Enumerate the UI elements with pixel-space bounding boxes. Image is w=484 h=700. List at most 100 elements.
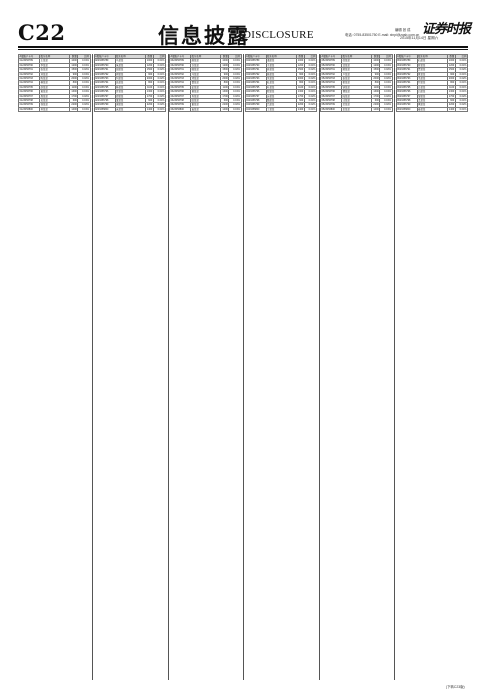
table-cell: 0123456799 [18,102,41,108]
table-cell: 0.02% [303,102,317,108]
table-cell: 比例 [454,54,468,60]
table-cell: 0523456790 [320,62,343,69]
table-cell: 2000 [370,75,381,82]
table-cell: 0123456795 [18,84,41,91]
table-cell: 1300 [446,89,456,95]
table-cell: 0.02% [77,93,91,100]
table-row: 0623456790 廖某某 1200 0.01% [395,62,468,69]
table-cell: 2000 [144,75,154,82]
table-cell: 数量 [295,54,305,60]
table-cell: 0.01% [454,89,468,95]
table-cell: 1200 [219,62,230,69]
table-cell: 0.02% [228,75,242,82]
listing-table: A股账户卡号 股东名称 数量 比例 0423456789 潘某某 1000 0.01% 0423… [244,54,317,113]
table-cell: 900 [295,71,305,78]
table-cell: 数量 [219,54,230,60]
table-cell: 1400 [68,106,79,113]
table-cell: 0.01% [454,80,468,86]
table-cell: 1500 [68,67,79,73]
table-row: 0323456796 曾某某 1300 0.01% [169,89,242,95]
table-cell: 0623456790 [395,62,418,69]
table-cell: 数量 [446,54,456,60]
table-cell: 1500 [219,67,230,73]
table-cell: 1700 [144,93,154,100]
table-row: 0123456800 孙某某 1400 0.01% [18,106,91,113]
table-cell: 600 [446,98,456,104]
table-cell: 0123456794 [18,80,41,86]
table-cell: 0523456799 [320,102,343,108]
table-cell: 1500 [370,67,381,73]
table-cell: 0323456799 [169,102,192,108]
table-cell: 0.01% [303,106,317,113]
table-cell: 0.01% [152,106,166,113]
table-row: 0223456798 梁某某 600 0.01% [93,98,166,104]
table-cell: 0423456789 [244,58,267,64]
table-cell: 1200 [446,62,456,69]
table-cell: 0323456796 [169,89,192,95]
table-cell: 0.01% [454,98,468,104]
table-cell: 0623456796 [395,89,418,95]
table-row: 0523456790 沈某某 1200 0.01% [320,62,393,69]
table-cell: 800 [370,80,381,86]
table-cell: 0123456792 [18,71,41,78]
table-cell: 0.01% [77,80,91,86]
table-cell: 0423456793 [244,75,267,82]
table-cell: 0123456791 [18,67,41,73]
table-cell: 0.01% [77,98,91,104]
table-cell: 0223456792 [93,71,116,78]
table-cell: 0.02% [303,75,317,82]
table-cell: 0123456789 [18,58,41,64]
table-cell: 800 [446,80,456,86]
table-row: 0623456789 石某某 1000 0.01% [395,58,468,64]
table-cell: 0.02% [379,67,393,73]
table-cell: 0.01% [152,58,166,64]
table-cell: 0.02% [454,67,468,73]
table-cell: 0.01% [454,106,468,113]
table-cell: 0.02% [77,67,91,73]
table-cell: 1000 [219,58,230,64]
table-row: 0423456797 苏某某 1700 0.02% [244,93,317,100]
table-row: 0423456799 吕某某 2200 0.02% [244,102,317,108]
masthead: C22 信息披露 DISCLOSURE 编辑 张 成 电话: 0755-8350… [0,0,484,50]
table-cell: 0.01% [303,84,317,91]
table-cell: 0123456800 [18,106,41,113]
table-cell: 2000 [219,75,230,82]
table-cell: 1100 [295,84,305,91]
table-cell: 0323456789 [169,58,192,64]
table-cell: 0223456797 [93,93,116,100]
table-cell: 1300 [219,89,230,95]
column-rule [394,54,395,680]
table-cell: 比例 [228,54,242,60]
table-cell: 0.01% [228,71,242,78]
page-number: C22 [18,20,66,45]
table-cell: 1100 [144,84,154,91]
table-cell: 600 [68,98,79,104]
table-row: 0223456791 胡某某 1500 0.02% [93,67,166,73]
table-cell: 1300 [370,89,381,95]
table-cell: 0.01% [228,58,242,64]
table-cell: 0223456798 [93,98,116,104]
table-cell: 1100 [370,84,381,91]
table-cell: 0223456791 [93,67,116,73]
table-row: 0223456793 何某某 2000 0.02% [93,75,166,82]
table-cell: 0523456798 [320,98,343,104]
table-cell: 秦某某 [416,106,448,113]
table-row: 0323456800 袁某某 1400 0.01% [169,106,242,113]
listing-table: A股账户卡号 股东名称 数量 比例 0223456789 马某某 1000 0.01% 0223… [93,54,166,113]
listing-column: A股账户卡号 股东名称 数量 比例 0123456789 王某某 1000 0.01% 0123… [18,54,91,680]
table-cell: 0323456790 [169,62,192,69]
table-cell: 1100 [219,84,230,91]
table-cell: 1700 [219,93,230,100]
table-cell: 0.01% [379,58,393,64]
table-cell: 0323456795 [169,84,192,91]
table-cell: 900 [446,71,456,78]
table-cell: 0623456799 [395,102,418,108]
contact-line: 电话: 0755-83501750 E-mail: xinpi@zqsb.com… [345,33,420,37]
table-row: 0123456791 张某某 1500 0.02% [18,67,91,73]
table-cell: 袁某某 [190,106,222,113]
table-cell: 0.01% [152,80,166,86]
table-cell: 孙某某 [39,106,71,113]
table-cell: 0123456793 [18,75,41,82]
table-cell: 800 [295,80,305,86]
